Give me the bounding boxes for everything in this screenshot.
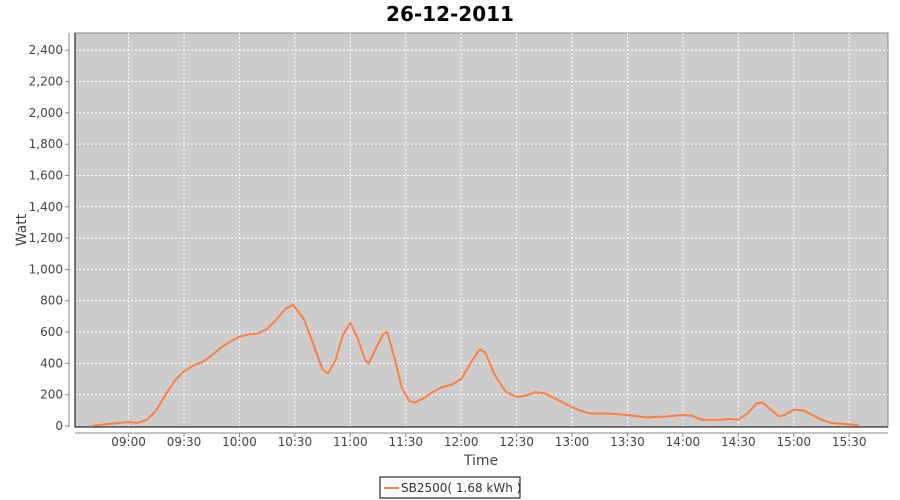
- y-tick-label: 1,600: [29, 168, 63, 182]
- y-tick-label: 2,400: [29, 43, 63, 57]
- y-tick-label: 2,200: [29, 75, 63, 89]
- y-axis: 0 200 400 600 800 1,000 1,200 1,400 1,600 1,800 2,…: [29, 43, 69, 433]
- x-tick-label: 14:00: [666, 435, 701, 449]
- x-axis: 09:00 09:30 10:00 10:30 11:00 11:30 12:00 12:30…: [111, 433, 866, 449]
- x-tick-label: 10:00: [222, 435, 257, 449]
- x-axis-label: Time: [463, 453, 498, 469]
- y-tick-label: 800: [40, 294, 63, 308]
- y-tick-label: 600: [40, 325, 63, 339]
- x-tick-label: 11:30: [388, 435, 423, 449]
- x-tick-label: 10:30: [278, 435, 313, 449]
- y-tick-label: 0: [55, 419, 63, 433]
- chart-title: 26-12-2011: [386, 2, 514, 26]
- legend-label: SB2500( 1.68 kWh ): [401, 481, 521, 495]
- x-tick-label: 13:30: [610, 435, 645, 449]
- x-tick-label: 12:30: [499, 435, 534, 449]
- x-tick-label: 15:30: [832, 435, 867, 449]
- y-tick-label: 2,000: [29, 106, 63, 120]
- x-tick-label: 09:00: [111, 435, 146, 449]
- x-tick-label: 14:30: [721, 435, 756, 449]
- y-tick-label: 400: [40, 356, 63, 370]
- x-tick-label: 09:30: [167, 435, 202, 449]
- x-tick-label: 11:00: [333, 435, 368, 449]
- y-tick-label: 1,000: [29, 262, 63, 276]
- legend: SB2500( 1.68 kWh ): [379, 476, 521, 499]
- y-tick-label: 200: [40, 388, 63, 402]
- y-axis-label: Watt: [14, 213, 30, 246]
- y-tick-label: 1,400: [29, 200, 63, 214]
- series-line: [91, 303, 859, 427]
- plot-area: [74, 32, 889, 428]
- x-tick-label: 13:00: [555, 435, 590, 449]
- y-tick-label: 1,200: [29, 231, 63, 245]
- y-tick-label: 1,800: [29, 137, 63, 151]
- grid-lines: [75, 33, 888, 427]
- x-tick-label: 15:00: [776, 435, 811, 449]
- x-tick-label: 12:00: [444, 435, 479, 449]
